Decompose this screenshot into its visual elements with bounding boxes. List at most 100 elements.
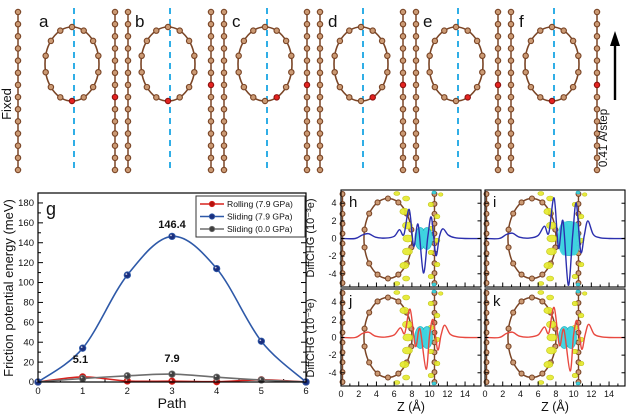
carbon-atom bbox=[261, 97, 269, 105]
carbon-atom bbox=[431, 369, 438, 376]
annotation-146.4: 146.4 bbox=[158, 219, 186, 231]
tracked-atom bbox=[464, 94, 471, 101]
carbon-atom bbox=[507, 142, 515, 149]
carbon-atom bbox=[111, 45, 119, 52]
carbon-atom bbox=[14, 81, 22, 89]
carbon-atom bbox=[507, 8, 515, 16]
carbon-atom bbox=[124, 57, 132, 64]
positive-isosurface bbox=[402, 234, 414, 243]
carbon-atom bbox=[575, 270, 582, 277]
carbon-atom bbox=[316, 154, 324, 162]
carbon-atom bbox=[191, 52, 198, 60]
carbon-atom bbox=[316, 57, 324, 64]
positive-isosurface bbox=[393, 191, 401, 196]
carbon-atom bbox=[518, 370, 525, 377]
carbon-atom bbox=[288, 68, 295, 76]
negative-isosurface bbox=[431, 381, 437, 386]
positive-isosurface bbox=[399, 360, 410, 369]
panel-i: i bbox=[483, 189, 626, 288]
carbon-atom bbox=[176, 27, 183, 34]
carbon-atom bbox=[191, 68, 198, 76]
carbon-atom bbox=[560, 94, 567, 101]
carbon-atom bbox=[548, 23, 556, 31]
carbon-atom bbox=[124, 154, 132, 162]
carbon-atom bbox=[593, 154, 601, 162]
positive-isosurface bbox=[393, 281, 401, 286]
data-point bbox=[123, 271, 131, 279]
carbon-atom bbox=[507, 154, 515, 162]
carbon-atom bbox=[14, 8, 22, 16]
y-tick-label: 160 bbox=[18, 218, 34, 229]
carbon-atom bbox=[399, 57, 407, 64]
carbon-atom bbox=[95, 68, 102, 76]
tracked-atom bbox=[207, 81, 215, 89]
carbon-atom bbox=[220, 142, 228, 149]
y-tick-label: 20 bbox=[23, 357, 34, 368]
carbon-atom bbox=[575, 68, 582, 76]
data-point bbox=[123, 372, 131, 380]
carbon-atom bbox=[111, 105, 119, 113]
x-tick-label: 1 bbox=[80, 386, 85, 397]
y-tick-label: 0 bbox=[331, 234, 336, 244]
carbon-atom bbox=[412, 69, 420, 77]
carbon-atom bbox=[111, 154, 119, 162]
carbon-atom bbox=[441, 94, 448, 101]
carbon-atom bbox=[593, 8, 601, 16]
carbon-atom bbox=[479, 52, 486, 60]
x-tick-label: 12 bbox=[586, 389, 596, 399]
carbon-atom bbox=[111, 81, 119, 89]
carbon-atom bbox=[539, 370, 546, 377]
negative-isosurface bbox=[575, 190, 581, 195]
carbon-atom bbox=[507, 69, 515, 77]
legend-label: Sliding (7.9 GPa) bbox=[227, 212, 293, 222]
y-tick-label: 4 bbox=[331, 297, 336, 307]
data-point-highlight bbox=[214, 266, 217, 269]
x-tick-label: 6 bbox=[392, 389, 397, 399]
ring-bond bbox=[428, 26, 484, 102]
carbon-atom bbox=[316, 33, 324, 40]
carbon-atom bbox=[207, 93, 215, 101]
carbon-atom bbox=[412, 154, 420, 162]
y-tick-label: -2 bbox=[328, 251, 336, 261]
panel-label-j: j bbox=[348, 293, 352, 310]
diffchg-curve bbox=[485, 197, 625, 286]
data-point bbox=[213, 373, 221, 381]
carbon-atom bbox=[412, 118, 420, 125]
carbon-atom bbox=[527, 37, 535, 45]
friction-energy-chart: 0 20 40 60 80 100 120 140 160 180 0 1 2 3 4 5 6 Rolling (… bbox=[18, 192, 310, 397]
carbon-atom bbox=[357, 23, 365, 31]
carbon-atom bbox=[124, 142, 132, 149]
legend-label: Sliding (0.0 GPa) bbox=[227, 224, 293, 234]
carbon-atom bbox=[220, 166, 228, 174]
positive-isosurface bbox=[427, 273, 434, 280]
plot-frame bbox=[37, 192, 307, 383]
carbon-atom bbox=[14, 69, 22, 77]
carbon-atom bbox=[111, 118, 119, 125]
carbon-atom bbox=[14, 57, 22, 64]
positive-isosurface bbox=[537, 281, 545, 286]
carbon-atom bbox=[89, 83, 97, 91]
data-point-highlight bbox=[259, 339, 262, 342]
x-tick-label: 14 bbox=[604, 389, 614, 399]
tracked-atom bbox=[303, 81, 311, 89]
carbon-atom bbox=[361, 244, 368, 251]
positive-isosurface bbox=[402, 374, 410, 381]
carbon-atom bbox=[303, 142, 311, 149]
carbon-atom bbox=[124, 45, 132, 52]
negative-isosurface bbox=[420, 330, 427, 345]
carbon-atom bbox=[507, 20, 515, 28]
positive-isosurface bbox=[402, 247, 413, 256]
carbon-atom bbox=[361, 343, 368, 350]
carbon-atom bbox=[185, 83, 193, 91]
carbon-atom bbox=[412, 130, 420, 137]
y-tick-label: 40 bbox=[23, 337, 34, 348]
carbon-atom bbox=[507, 57, 515, 64]
positive-isosurface bbox=[399, 261, 410, 270]
x-tick-label: 3 bbox=[169, 386, 174, 397]
carbon-atom bbox=[303, 8, 311, 16]
carbon-atom bbox=[316, 20, 324, 28]
x-tick-label: 0 bbox=[338, 389, 343, 399]
tracked-atom bbox=[494, 81, 502, 89]
carbon-atom bbox=[412, 93, 420, 101]
